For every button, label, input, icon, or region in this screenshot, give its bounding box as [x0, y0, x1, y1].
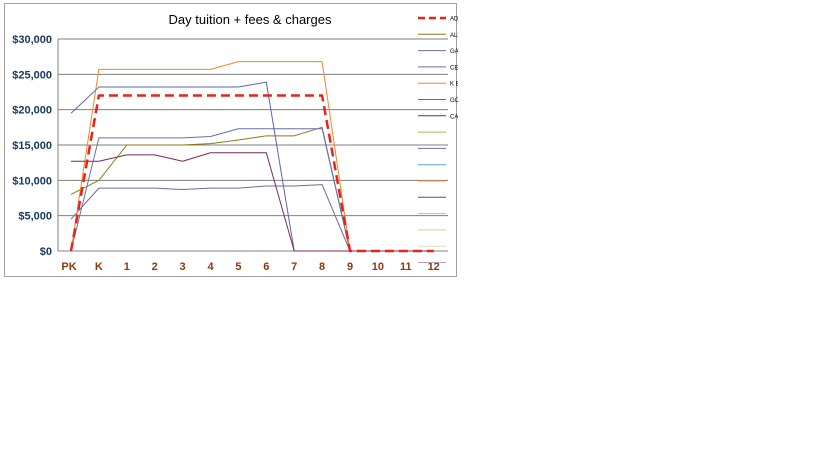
x-tick-label: 8	[319, 261, 325, 273]
y-tick-label: $20,000	[12, 105, 52, 117]
series-line-cee	[70, 184, 434, 252]
x-tick-label: 9	[347, 261, 353, 273]
x-tick-label: 5	[235, 261, 241, 273]
series-lines	[69, 61, 434, 253]
series-line-adda-clev	[69, 94, 434, 253]
legend-label: CEE	[450, 65, 458, 71]
y-axis-ticks: $0 $5,000 $10,000 $15,000 $20,000 $25,000 $30,…	[12, 34, 52, 258]
chart-frame: Day tuition + fees & charges $0 $5,000 $10…	[4, 3, 458, 277]
series-line-golden-hills	[70, 81, 434, 252]
x-tick-label: 7	[291, 261, 297, 273]
x-tick-label: 11	[400, 261, 412, 273]
x-axis-ticks: PK K 1 2 3 4 5 6 7 8 9 10 11 12	[61, 261, 439, 273]
legend-label: GATEWAY	[450, 49, 458, 55]
y-tick-label: $30,000	[12, 34, 52, 46]
chart-title: Day tuition + fees & charges	[169, 12, 332, 27]
gridlines	[57, 38, 448, 252]
series-line-almaden	[70, 126, 434, 252]
x-tick-label: 3	[180, 261, 186, 273]
y-tick-label: $5,000	[18, 211, 52, 223]
x-tick-label: 12	[428, 261, 440, 273]
legend-label: ALMADEN	[450, 33, 458, 39]
legend-label: CASA DI MIR	[450, 114, 458, 120]
series-line-casa-di-mir	[71, 152, 434, 252]
y-tick-label: $0	[40, 246, 52, 258]
legend-label: GOLDEN HILLS	[450, 98, 458, 104]
legend-label: ADDA CLEV	[450, 17, 458, 23]
legend-label: K BURKE'S	[450, 82, 458, 88]
y-tick-label: $25,000	[12, 69, 52, 81]
legend: ADDA CLEV ALMADEN GATEWAY CEE K BURKE'S GOLDE…	[418, 17, 458, 263]
x-tick-label: 10	[372, 261, 384, 273]
x-tick-label: 4	[207, 261, 214, 273]
x-tick-label: K	[95, 261, 103, 273]
x-tick-label: 6	[263, 261, 269, 273]
line-chart: Day tuition + fees & charges $0 $5,000 $10…	[12, 12, 458, 273]
x-tick-label: 1	[124, 261, 130, 273]
x-tick-label: 2	[152, 261, 158, 273]
y-tick-label: $10,000	[12, 175, 52, 187]
series-line-k-burke-s	[70, 61, 434, 252]
x-tick-label: PK	[61, 261, 76, 273]
y-tick-label: $15,000	[12, 140, 52, 152]
